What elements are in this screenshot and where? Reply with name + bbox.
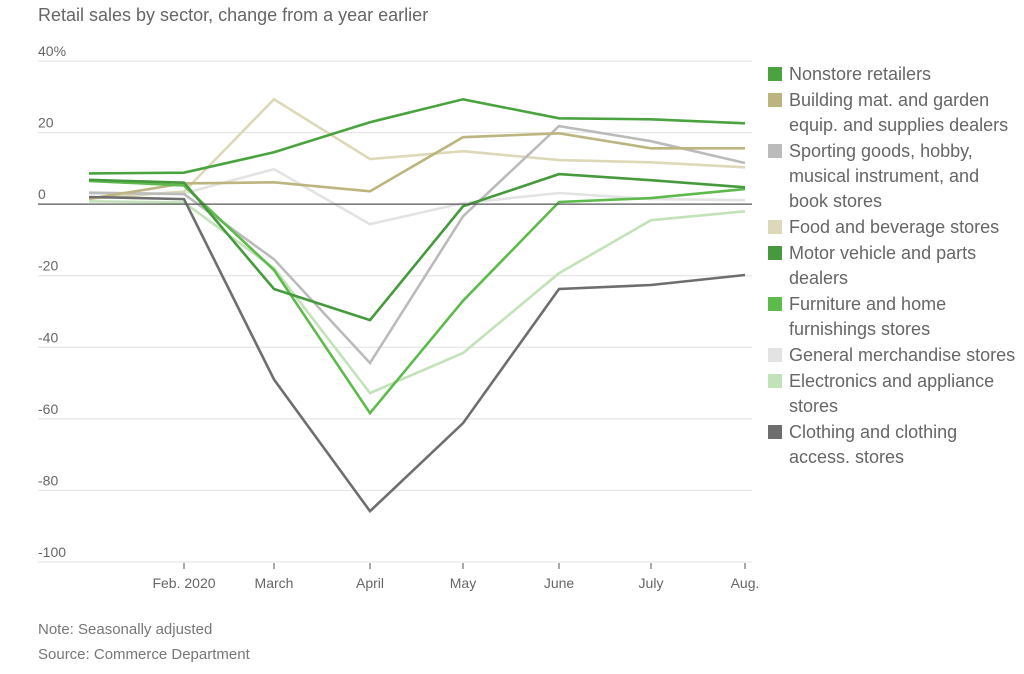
x-tick-label: July <box>639 575 664 591</box>
y-tick-label: -40 <box>38 329 58 345</box>
legend-item: Food and beverage stores <box>768 215 1018 240</box>
y-tick-label: -100 <box>38 544 66 560</box>
series-line-2 <box>88 124 746 366</box>
series-line-7 <box>88 200 746 395</box>
legend-swatch-food <box>768 220 782 234</box>
legend-label: Nonstore retailers <box>789 64 932 84</box>
legend-item: Clothing and clothing access. stores <box>768 420 1018 470</box>
legend-swatch-electronics <box>768 374 782 388</box>
legend-swatch-sporting <box>768 144 782 158</box>
x-tick-label: June <box>544 575 575 591</box>
legend-label: Clothing and clothing access. stores <box>789 422 958 467</box>
legend-swatch-nonstore <box>768 67 782 81</box>
legend-item: Motor vehicle and parts dealers <box>768 241 1018 291</box>
source-text: Source: Commerce Department <box>38 646 250 663</box>
legend-label: Building mat. and garden equip. and supp… <box>789 90 1009 135</box>
legend-label: Furniture and home furnishings stores <box>789 294 947 339</box>
x-tick-label: March <box>255 575 294 591</box>
series-lines <box>38 97 752 514</box>
x-axis-ticks: Feb. 2020 March April May June July Aug. <box>152 563 759 591</box>
legend-label: Electronics and appliance stores <box>789 371 995 416</box>
series-line-3 <box>88 97 746 201</box>
y-tick-label: 0 <box>38 186 46 202</box>
legend-swatch-building <box>768 93 782 107</box>
legend-item: Sporting goods, hobby, musical instrumen… <box>768 139 1018 214</box>
series-line-8 <box>88 195 746 514</box>
legend-item: Nonstore retailers <box>768 62 1018 87</box>
y-tick-label: 20 <box>38 115 54 131</box>
x-tick-label: Feb. 2020 <box>152 575 215 591</box>
series-line-5 <box>88 179 746 416</box>
legend-swatch-clothing <box>768 425 782 439</box>
legend-item: Building mat. and garden equip. and supp… <box>768 88 1018 138</box>
legend-label: General merchandise stores <box>789 345 1016 365</box>
legend-label: Motor vehicle and parts dealers <box>789 243 977 288</box>
x-tick-label: May <box>450 575 476 591</box>
y-tick-label: -20 <box>38 258 58 274</box>
legend-item: Electronics and appliance stores <box>768 369 1018 419</box>
legend-swatch-motor <box>768 246 782 260</box>
series-line-0 <box>88 97 746 175</box>
x-tick-label: April <box>356 575 384 591</box>
series-line-4 <box>88 172 746 322</box>
y-tick-label: -80 <box>38 472 58 488</box>
y-tick-label: -60 <box>38 401 58 417</box>
legend-swatch-general <box>768 348 782 362</box>
series-line-1 <box>88 131 745 201</box>
y-tick-label: 40% <box>38 43 66 59</box>
y-axis-ticks: 40% 20 0 -20 -40 -60 -80 -100 <box>38 43 66 560</box>
legend-label: Food and beverage stores <box>789 217 1000 237</box>
footer: Note: Seasonally adjusted Source: Commer… <box>38 617 250 667</box>
legend-swatch-furniture <box>768 297 782 311</box>
chart-title: Retail sales by sector, change from a ye… <box>38 5 429 25</box>
legend-label: Sporting goods, hobby, musical instrumen… <box>789 141 980 211</box>
gridlines <box>38 60 752 563</box>
note-text: Note: Seasonally adjusted <box>38 621 213 638</box>
legend-item: General merchandise stores <box>768 343 1018 368</box>
x-tick-label: Aug. <box>731 575 760 591</box>
legend-item: Furniture and home furnishings stores <box>768 292 1018 342</box>
legend: Nonstore retailers Building mat. and gar… <box>768 62 1018 471</box>
